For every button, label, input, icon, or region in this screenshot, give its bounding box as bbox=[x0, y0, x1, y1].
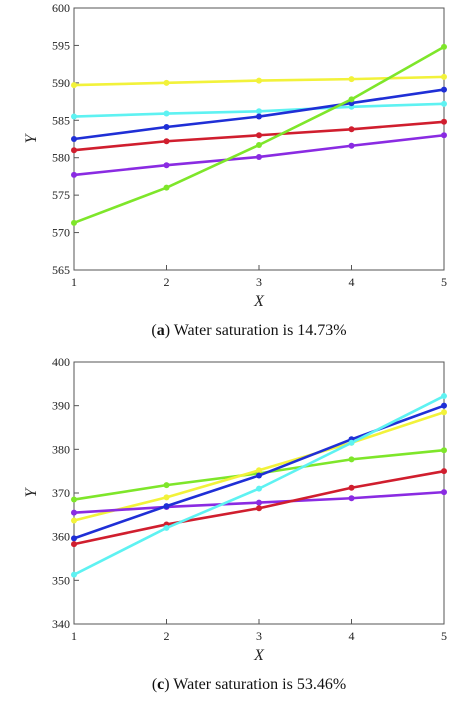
x-tick-label: 3 bbox=[256, 275, 262, 289]
data-point-purple bbox=[348, 495, 355, 502]
data-point-red bbox=[348, 484, 355, 491]
data-point-cyan bbox=[348, 439, 355, 446]
data-point-red bbox=[163, 138, 170, 145]
y-axis-label: Y bbox=[23, 486, 40, 497]
data-point-cyan bbox=[256, 485, 262, 492]
data-point-cyan bbox=[71, 113, 77, 120]
x-axis-label: X bbox=[253, 293, 265, 310]
y-tick-label: 580 bbox=[52, 151, 70, 165]
data-point-yellow bbox=[441, 73, 447, 80]
data-point-green bbox=[71, 219, 77, 226]
y-tick-label: 565 bbox=[52, 263, 70, 277]
data-point-yellow bbox=[256, 77, 262, 84]
data-point-red bbox=[71, 541, 77, 548]
chart-panel-a: 565 570 575 580 585 590 595 600 1 2 3 4 5 X Y (a) Water… bbox=[23, 1, 447, 339]
data-point-blue bbox=[256, 113, 262, 120]
x-tick-label: 4 bbox=[349, 275, 355, 289]
data-point-purple bbox=[441, 489, 447, 496]
data-point-red bbox=[348, 126, 355, 133]
y-tick-label: 600 bbox=[52, 1, 70, 15]
data-point-blue bbox=[441, 86, 447, 93]
data-point-green bbox=[441, 43, 447, 50]
y-tick-label: 380 bbox=[52, 442, 70, 456]
data-point-cyan bbox=[163, 524, 170, 531]
chart-caption: (c) Water saturation is 53.46% bbox=[152, 676, 346, 693]
data-point-cyan bbox=[441, 100, 447, 107]
series-line-cyan bbox=[73, 394, 445, 576]
data-point-purple bbox=[441, 132, 447, 139]
data-point-blue bbox=[71, 136, 77, 142]
data-point-purple bbox=[348, 142, 355, 149]
data-point-green bbox=[71, 496, 77, 503]
data-point-green bbox=[163, 482, 170, 489]
data-point-green bbox=[256, 141, 262, 148]
data-point-blue bbox=[163, 124, 170, 131]
data-point-yellow bbox=[348, 76, 355, 83]
data-point-yellow bbox=[71, 517, 77, 524]
y-tick-label: 370 bbox=[52, 486, 70, 500]
data-point-blue bbox=[163, 503, 170, 510]
data-point-yellow bbox=[256, 467, 262, 474]
plot-frame bbox=[73, 361, 445, 625]
data-point-purple bbox=[163, 162, 170, 169]
chart-panel-c: 340 350 360 370 380 390 400 1 2 3 4 5 X Y (c) Water sa… bbox=[23, 355, 447, 693]
x-tick-label: 1 bbox=[71, 275, 77, 289]
data-point-red bbox=[256, 132, 262, 139]
x-tick-label: 3 bbox=[256, 629, 262, 643]
y-tick-label: 360 bbox=[52, 530, 70, 544]
y-tick-label: 595 bbox=[52, 38, 70, 52]
data-point-red bbox=[441, 118, 447, 125]
y-tick-label: 400 bbox=[52, 355, 70, 369]
data-point-yellow bbox=[163, 79, 170, 86]
x-tick-label: 2 bbox=[164, 275, 170, 289]
plot-frame bbox=[73, 7, 445, 271]
data-point-purple bbox=[256, 499, 262, 506]
data-point-yellow bbox=[71, 82, 77, 89]
data-point-green bbox=[348, 96, 355, 103]
x-tick-label: 4 bbox=[349, 629, 355, 643]
data-point-cyan bbox=[163, 110, 170, 117]
y-tick-label: 585 bbox=[52, 113, 70, 127]
data-point-cyan bbox=[71, 571, 77, 578]
data-point-green bbox=[163, 184, 170, 191]
data-point-green bbox=[441, 447, 447, 454]
data-point-red bbox=[71, 147, 77, 154]
x-tick-label: 5 bbox=[441, 629, 447, 643]
data-point-blue bbox=[71, 535, 77, 542]
data-point-blue bbox=[441, 402, 447, 409]
data-point-yellow bbox=[163, 494, 170, 501]
data-point-yellow bbox=[441, 409, 447, 416]
data-point-green bbox=[348, 456, 355, 463]
y-axis-label: Y bbox=[23, 132, 40, 143]
y-tick-label: 390 bbox=[52, 399, 70, 413]
data-point-purple bbox=[71, 171, 77, 178]
x-tick-label: 5 bbox=[441, 275, 447, 289]
x-tick-label: 2 bbox=[164, 629, 170, 643]
data-point-purple bbox=[71, 509, 77, 516]
y-tick-label: 340 bbox=[52, 617, 70, 631]
y-tick-label: 350 bbox=[52, 573, 70, 587]
data-point-purple bbox=[256, 153, 262, 160]
data-point-blue bbox=[256, 472, 262, 479]
data-point-red bbox=[256, 505, 262, 512]
data-point-red bbox=[441, 468, 447, 475]
chart-caption: (a) Water saturation is 14.73% bbox=[151, 322, 346, 339]
x-tick-label: 1 bbox=[71, 629, 77, 643]
x-axis-label: X bbox=[253, 647, 265, 664]
y-tick-label: 590 bbox=[52, 76, 70, 90]
data-point-cyan bbox=[441, 393, 447, 400]
y-tick-label: 570 bbox=[52, 226, 70, 240]
y-tick-label: 575 bbox=[52, 188, 70, 202]
data-point-cyan bbox=[256, 108, 262, 115]
